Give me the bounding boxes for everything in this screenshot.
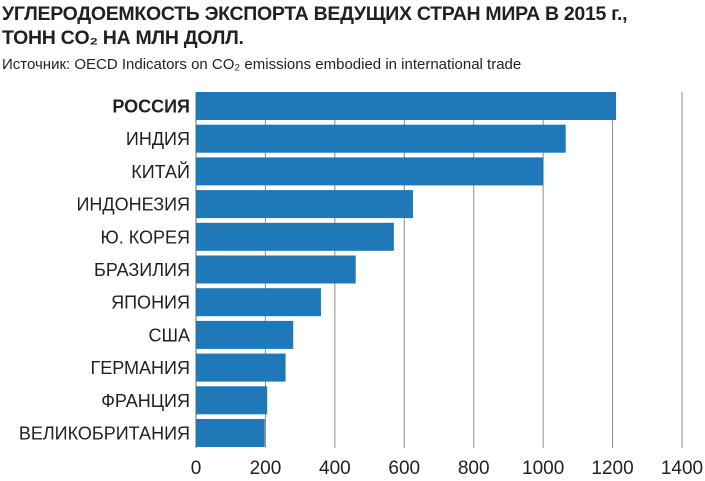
chart-title-line-1: УГЛЕРОДОЕМКОСТЬ ЭКСПОРТА ВЕДУЩИХ СТРАН М… bbox=[2, 3, 628, 25]
bar-6 bbox=[196, 255, 356, 284]
category-label-9: ГЕРМАНИЯ bbox=[91, 358, 191, 378]
chart-source: Источник: OECD Indicators on CO₂ emissio… bbox=[2, 56, 522, 73]
bar-4 bbox=[196, 190, 413, 219]
bar-5 bbox=[196, 222, 394, 251]
x-tick-label-1400: 1400 bbox=[661, 458, 703, 479]
category-label-1: РОССИЯ bbox=[112, 97, 190, 117]
category-label-10: ФРАНЦИЯ bbox=[101, 391, 190, 411]
category-label-5: Ю. КОРЕЯ bbox=[101, 227, 190, 247]
x-tick-label-200: 200 bbox=[250, 458, 282, 479]
x-tick-label-0: 0 bbox=[191, 458, 202, 479]
x-tick-label-1000: 1000 bbox=[522, 458, 564, 479]
category-label-6: БРАЗИЛИЯ bbox=[94, 260, 190, 280]
x-axis-tick-labels: 0 200 400 600 800 1000 1200 1400 bbox=[191, 458, 703, 479]
category-labels: РОССИЯ ИНДИЯ КИТАЙ ИНДОНЕЗИЯ Ю. КОРЕЯ БРАЗИЛИ… bbox=[19, 97, 190, 444]
category-label-3: КИТАЙ bbox=[131, 161, 190, 182]
bar-7 bbox=[196, 288, 321, 317]
chart-title-line-2: ТОНН CO₂ НА МЛН ДОЛЛ. bbox=[2, 27, 244, 49]
bar-10 bbox=[196, 386, 268, 415]
category-label-2: ИНДИЯ bbox=[126, 129, 190, 149]
x-tick-label-1200: 1200 bbox=[591, 458, 633, 479]
category-label-7: ЯПОНИЯ bbox=[111, 293, 190, 313]
bar-8 bbox=[196, 320, 294, 349]
x-tick-label-600: 600 bbox=[388, 458, 420, 479]
bar-11 bbox=[196, 419, 265, 447]
bar-2 bbox=[196, 124, 566, 153]
x-tick-label-400: 400 bbox=[319, 458, 351, 479]
category-label-11: ВЕЛИКОБРИТАНИЯ bbox=[19, 424, 190, 444]
bars bbox=[196, 92, 617, 447]
chart-title: УГЛЕРОДОЕМКОСТЬ ЭКСПОРТА ВЕДУЩИХ СТРАН М… bbox=[2, 2, 702, 50]
category-label-8: США bbox=[148, 325, 190, 345]
category-label-4: ИНДОНЕЗИЯ bbox=[76, 195, 190, 215]
bar-9 bbox=[196, 353, 286, 382]
bar-1 bbox=[196, 92, 617, 120]
x-tick-label-800: 800 bbox=[458, 458, 490, 479]
bar-3 bbox=[196, 157, 544, 186]
